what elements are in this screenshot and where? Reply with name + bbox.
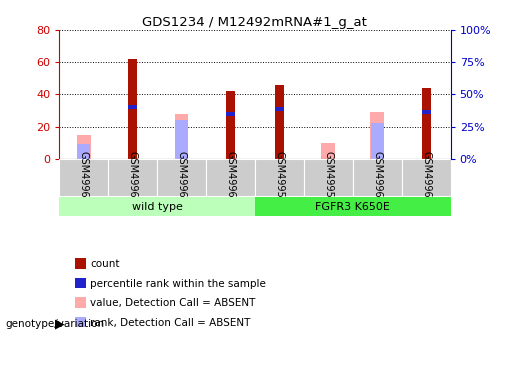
Bar — [402, 159, 451, 196]
Text: ▶: ▶ — [55, 318, 65, 331]
Bar — [304, 159, 353, 196]
Text: GSM49963: GSM49963 — [128, 151, 138, 204]
Bar — [255, 159, 304, 196]
Bar — [59, 198, 255, 216]
Bar — [422, 88, 431, 159]
Bar — [77, 135, 91, 159]
Bar — [128, 59, 137, 159]
Text: value, Detection Call = ABSENT: value, Detection Call = ABSENT — [90, 298, 255, 308]
Text: GSM49960: GSM49960 — [372, 151, 382, 204]
Bar — [371, 123, 384, 159]
Bar — [255, 198, 451, 216]
Text: GSM49959: GSM49959 — [323, 151, 333, 204]
Bar — [128, 105, 137, 110]
Bar — [77, 144, 90, 159]
Text: GSM49961: GSM49961 — [421, 151, 431, 204]
Bar — [206, 159, 255, 196]
Bar — [175, 120, 188, 159]
Text: percentile rank within the sample: percentile rank within the sample — [90, 279, 266, 289]
Bar — [175, 114, 188, 159]
Bar — [108, 159, 157, 196]
Text: wild type: wild type — [132, 202, 182, 212]
Bar — [226, 91, 235, 159]
Title: GDS1234 / M12492mRNA#1_g_at: GDS1234 / M12492mRNA#1_g_at — [143, 16, 367, 29]
Bar — [422, 110, 431, 114]
Text: count: count — [90, 260, 119, 269]
Bar — [370, 112, 384, 159]
Bar — [321, 143, 335, 159]
Text: rank, Detection Call = ABSENT: rank, Detection Call = ABSENT — [90, 318, 250, 328]
Text: genotype/variation: genotype/variation — [5, 320, 104, 329]
Text: GSM49962: GSM49962 — [79, 151, 89, 204]
Text: GSM49964: GSM49964 — [177, 151, 186, 204]
Bar — [157, 159, 206, 196]
Bar — [275, 85, 284, 159]
Bar — [275, 107, 284, 111]
Bar — [226, 112, 235, 116]
Bar — [59, 159, 108, 196]
Bar — [353, 159, 402, 196]
Text: GSM49958: GSM49958 — [274, 151, 284, 204]
Text: FGFR3 K650E: FGFR3 K650E — [315, 202, 390, 212]
Text: GSM49965: GSM49965 — [226, 151, 235, 204]
